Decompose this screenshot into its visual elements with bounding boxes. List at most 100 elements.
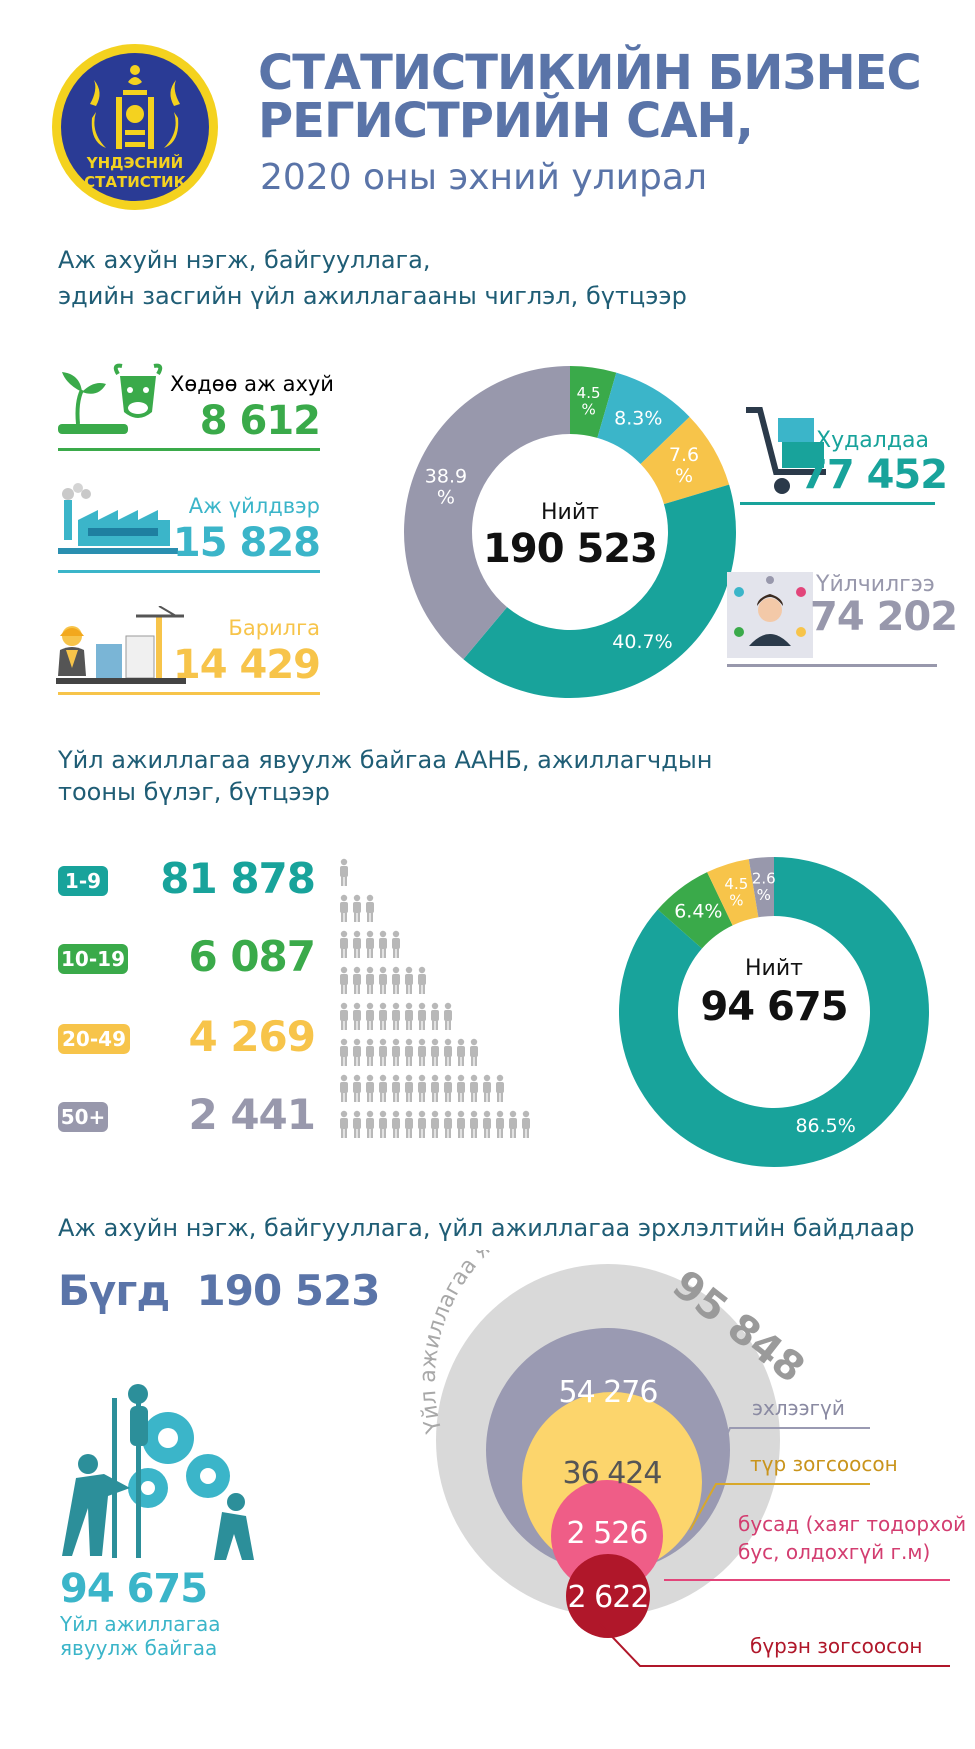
person-icon (340, 858, 348, 886)
size-donut-chart: 86.5% 6.4%4.5 %2.6% (619, 857, 929, 1167)
size-badge-10-19: 10-19 (58, 944, 128, 974)
sector-value-industry: 15 828 (172, 520, 321, 566)
leader-line-temp-stopped (689, 1483, 870, 1531)
page-title-line1: СТАТИСТИКИЙН БИЗНЕС (258, 45, 922, 101)
person-icon (522, 1110, 530, 1138)
sector-label-agriculture: Хөдөө аж ахуй (170, 372, 334, 396)
active-label-line2: явуулж байгаа (60, 1636, 218, 1660)
logo-text: ҮНДЭСНИЙ (86, 153, 183, 172)
size-badge-20-49: 20-49 (58, 1024, 130, 1054)
sector-donut-chart: 4.5% 8.3% 7.6 % 40.7% 38.9% (404, 366, 736, 698)
size-badge-50-plus: 50+ (58, 1102, 108, 1132)
person-icon (496, 1110, 504, 1138)
donut2-slice-1 (657, 872, 733, 949)
person-icon (457, 1038, 465, 1066)
total-value: 190 523 (196, 1266, 381, 1315)
size-value-10-19: 6 087 (188, 932, 316, 981)
leader-line-not-started (711, 1427, 870, 1469)
donut1-center-value: 190 523 (483, 526, 658, 572)
person-icon (379, 966, 387, 994)
trade-cart-icon (746, 407, 826, 494)
teamwork-gears-icon (62, 1384, 254, 1560)
person-icon (392, 1038, 400, 1066)
person-icon (405, 1038, 413, 1066)
person-icon (366, 1110, 374, 1138)
sector-value-agriculture: 8 612 (199, 398, 321, 444)
donut1-center-label: Нийт (541, 500, 599, 525)
person-icon (353, 1074, 361, 1102)
ring-value-other: 2 526 (566, 1516, 649, 1551)
donut2-slice-label-0: 86.5% (795, 1115, 855, 1137)
person-icon (418, 966, 426, 994)
divider (727, 664, 937, 667)
donut1-slice-3 (463, 484, 736, 698)
person-icon (418, 1110, 426, 1138)
person-icon (392, 1002, 400, 1030)
person-icon (366, 894, 374, 922)
svg-text:СТАТИСТИК: СТАТИСТИК (84, 173, 186, 191)
total-row: Бүгд 190 523 (58, 1266, 381, 1315)
divider (740, 502, 935, 505)
donut1-slice-label-0: 4.5% (577, 384, 601, 419)
person-icon (353, 1002, 361, 1030)
donut2-slice-label-3: 2.6% (752, 869, 776, 904)
person-icon (431, 1002, 439, 1030)
donut1-slice-1 (597, 372, 690, 465)
donut1-slice-label-1: 8.3% (614, 408, 662, 430)
employee-pictogram (340, 858, 530, 1138)
person-icon (470, 1038, 478, 1066)
donut2-slice-2 (707, 859, 759, 926)
donut2-center-label: Нийт (745, 956, 803, 981)
person-icon (392, 1074, 400, 1102)
person-icon (444, 1002, 452, 1030)
person-icon (496, 1074, 504, 1102)
person-icon (444, 1074, 452, 1102)
national-statistics-logo: ҮНДЭСНИЙ СТАТИСТИК (52, 44, 218, 210)
person-icon (418, 1074, 426, 1102)
divider (58, 692, 320, 695)
divider (58, 570, 320, 573)
person-icon (483, 1074, 491, 1102)
person-icon (366, 1074, 374, 1102)
ring-value-fully-stopped: 2 622 (567, 1580, 650, 1615)
person-icon (366, 1038, 374, 1066)
service-operator-icon (727, 572, 813, 658)
person-icon (366, 930, 374, 958)
legend-temp-stopped: түр зогсоосон (750, 1452, 898, 1476)
person-icon (457, 1110, 465, 1138)
person-icon (353, 1038, 361, 1066)
person-icon (431, 1038, 439, 1066)
sector-value-construction: 14 429 (172, 642, 321, 688)
ring-value-temp-stopped: 36 424 (562, 1456, 663, 1491)
section3-heading: Аж ахуйн нэгж, байгууллага, үйл ажиллага… (58, 1214, 915, 1242)
person-icon (379, 930, 387, 958)
size-badge-1-9: 1-9 (58, 866, 108, 896)
person-icon (431, 1074, 439, 1102)
person-icon (379, 1002, 387, 1030)
person-icon (470, 1074, 478, 1102)
person-icon (392, 966, 400, 994)
person-icon (444, 1038, 452, 1066)
person-icon (444, 1110, 452, 1138)
total-label: Бүгд (58, 1266, 170, 1315)
legend-fully-stopped: бүрэн зогсоосон (750, 1634, 923, 1658)
sector-label-trade: Худалдаа (816, 428, 930, 453)
donut2-center-value: 94 675 (700, 984, 848, 1030)
person-icon (379, 1110, 387, 1138)
legend-other-line1: бусад (хаяг тодорхой (738, 1512, 967, 1536)
donut1-slice-2 (640, 416, 730, 505)
person-icon (405, 966, 413, 994)
person-icon (418, 1038, 426, 1066)
person-icon (470, 1110, 478, 1138)
section1-heading-line1: Аж ахуйн нэгж, байгууллага, (58, 246, 431, 274)
person-icon (353, 1110, 361, 1138)
sector-value-services: 74 202 (810, 594, 958, 640)
person-icon (340, 894, 348, 922)
factory-icon (58, 483, 178, 554)
size-value-20-49: 4 269 (188, 1012, 316, 1061)
donut2-slice-0 (619, 857, 929, 1167)
divider (58, 448, 320, 451)
person-icon (405, 1002, 413, 1030)
person-icon (457, 1074, 465, 1102)
active-value: 94 675 (60, 1566, 208, 1612)
